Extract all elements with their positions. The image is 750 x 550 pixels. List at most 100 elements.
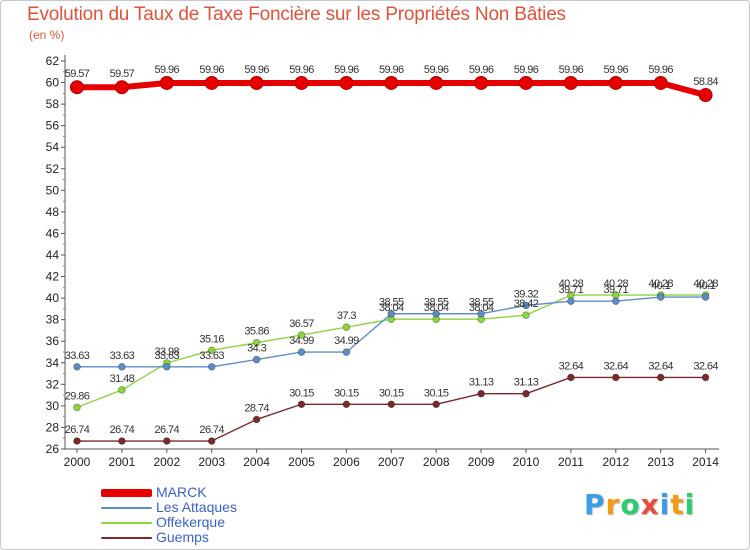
data-label: 33.63 [65, 350, 90, 362]
data-label: 26.74 [110, 424, 135, 436]
data-label: 33.63 [155, 350, 180, 362]
data-point [70, 80, 84, 95]
data-point [342, 323, 351, 332]
data-label: 34.99 [334, 335, 359, 347]
data-point [567, 297, 575, 306]
data-point [73, 362, 81, 371]
x-tick-label: 2008 [423, 455, 450, 469]
data-label: 40.1 [696, 280, 715, 292]
data-label: 59.96 [648, 64, 673, 76]
data-point [163, 437, 171, 445]
logo-letter: o [620, 488, 641, 521]
y-tick-label: 48 [46, 205, 60, 219]
data-point [522, 301, 530, 310]
legend-item: Les Attaques [101, 499, 321, 515]
data-label: 38.42 [514, 298, 539, 310]
data-point [342, 348, 351, 356]
y-tick-label: 44 [46, 248, 60, 262]
data-label: 38.04 [469, 302, 494, 314]
data-point [73, 403, 81, 412]
chart-title: Evolution du Taux de Taxe Foncière sur l… [27, 4, 566, 25]
data-label: 38.55 [424, 297, 449, 309]
y-tick-label: 58 [46, 97, 60, 111]
data-label: 59.96 [379, 64, 404, 76]
data-point [342, 400, 351, 409]
x-tick-label: 2004 [243, 455, 270, 469]
data-label: 59.96 [604, 64, 629, 76]
x-tick-label: 2011 [558, 455, 584, 469]
data-point [297, 348, 306, 356]
data-label: 59.96 [469, 64, 494, 76]
data-label: 40.1 [651, 280, 670, 292]
x-tick-label: 2010 [513, 455, 540, 469]
data-point [656, 293, 665, 301]
data-label: 33.63 [110, 350, 135, 362]
data-label: 26.74 [65, 424, 90, 436]
data-label: 59.96 [244, 64, 269, 76]
data-point [114, 80, 129, 95]
data-label: 59.57 [65, 68, 90, 80]
y-tick-label: 60 [46, 76, 60, 90]
data-label: 59.96 [289, 64, 314, 76]
data-label: 59.96 [199, 64, 224, 76]
data-label: 29.86 [65, 390, 90, 402]
y-tick-label: 40 [46, 291, 60, 305]
data-label: 30.15 [334, 387, 359, 399]
data-point [432, 400, 441, 409]
data-point [163, 362, 171, 371]
data-point [474, 75, 489, 90]
data-point [698, 88, 713, 103]
y-tick-label: 34 [46, 356, 60, 370]
data-label: 40.28 [648, 278, 673, 290]
data-label: 32.64 [648, 360, 673, 372]
data-label: 38.04 [379, 302, 404, 314]
data-label: 38.04 [424, 302, 449, 314]
legend-label: Offekerque [156, 514, 226, 530]
chart-unit: (en %) [29, 28, 65, 42]
data-label: 31.13 [514, 377, 539, 389]
data-label: 33.98 [155, 346, 180, 358]
y-tick-label: 52 [46, 162, 60, 176]
logo-letter: r [605, 488, 621, 521]
data-point [118, 437, 126, 445]
data-point [567, 373, 575, 382]
data-label: 28.74 [244, 402, 269, 414]
data-point [477, 389, 485, 398]
logo-letter: i [659, 488, 671, 521]
data-point [429, 75, 444, 90]
data-point [207, 437, 216, 445]
data-label: 37.3 [337, 310, 356, 322]
y-tick-label: 30 [46, 399, 60, 413]
data-label: 38.55 [469, 297, 494, 309]
logo-letter: P [584, 488, 606, 521]
legend-label: Guemps [156, 529, 209, 545]
y-tick-label: 62 [46, 54, 60, 68]
data-label: 59.96 [514, 64, 539, 76]
y-tick-label: 32 [46, 377, 60, 391]
x-tick-label: 2005 [288, 455, 315, 469]
legend-swatch [101, 537, 152, 539]
y-tick-label: 26 [46, 442, 60, 456]
data-label: 31.13 [469, 377, 494, 389]
logo-letter: i [684, 488, 696, 521]
data-label: 26.74 [199, 424, 224, 436]
x-tick-label: 2012 [602, 455, 629, 469]
x-tick-label: 2006 [333, 455, 360, 469]
data-point [608, 75, 623, 90]
data-label: 35.86 [244, 326, 269, 338]
proxiti-logo: Proxiti [584, 488, 695, 521]
data-point [118, 386, 126, 394]
legend-swatch [101, 522, 152, 524]
data-label: 40.28 [559, 278, 584, 290]
y-tick-label: 46 [46, 226, 60, 240]
data-label: 32.64 [604, 360, 629, 372]
data-label: 59.57 [110, 68, 135, 80]
data-point [159, 75, 174, 90]
data-label: 32.64 [559, 360, 584, 372]
data-point [339, 75, 354, 90]
data-label: 31.48 [110, 373, 135, 385]
data-label: 59.96 [155, 64, 180, 76]
data-point [611, 297, 620, 306]
x-tick-label: 2014 [692, 455, 719, 469]
